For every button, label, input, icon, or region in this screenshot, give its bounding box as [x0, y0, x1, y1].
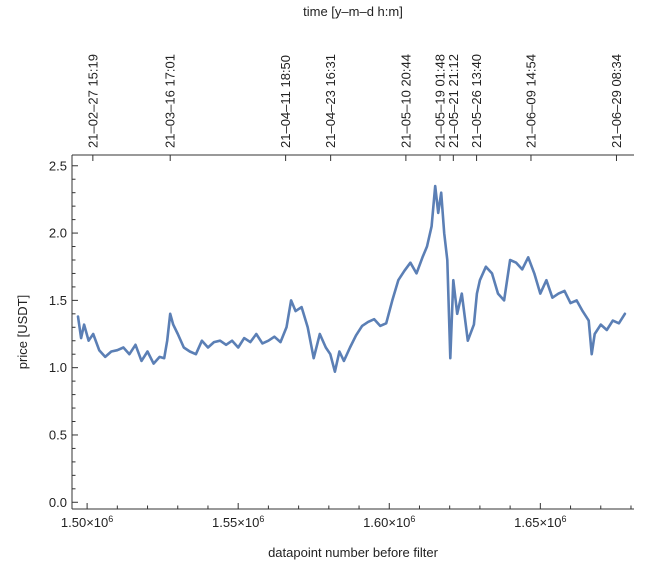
top-date-label: 21–05–26 13:40	[469, 54, 484, 148]
top-date-label: 21–02–27 15:19	[85, 54, 100, 148]
y-tick-label: 0.5	[49, 427, 67, 442]
x-axis-title: datapoint number before filter	[268, 545, 438, 560]
series-group	[76, 184, 627, 373]
labels-group: 0.0 0.5 1.0 1.5 2.0 2.5 1.50×106 1.55×106 1.60×1…	[49, 54, 624, 530]
y-tick-label: 1.5	[49, 293, 67, 308]
price-series-line	[76, 184, 627, 373]
x-tick-label: 1.60×106	[363, 514, 415, 530]
x-tick-label: 1.65×106	[514, 514, 566, 530]
x-tick-label: 1.50×106	[61, 514, 113, 530]
y-axis-title: price [USDT]	[15, 295, 30, 369]
ticks-group	[72, 155, 632, 509]
top-date-label: 21–05–19 01:48	[433, 54, 448, 148]
top-date-label: 21–06–09 14:54	[523, 54, 538, 148]
y-tick-label: 0.0	[49, 495, 67, 510]
top-date-label: 21–03–16 17:01	[163, 54, 178, 148]
top-date-label: 21–05–21 21:12	[446, 54, 461, 148]
y-tick-label: 1.0	[49, 360, 67, 375]
y-tick-label: 2.5	[49, 158, 67, 173]
top-axis-title: time [y–m–d h:m]	[303, 4, 403, 19]
top-date-label: 21–04–23 16:31	[323, 54, 338, 148]
top-date-label: 21–04–11 18:50	[278, 55, 293, 148]
x-tick-label: 1.55×106	[212, 514, 264, 530]
top-date-label: 21–06–29 08:34	[609, 54, 624, 148]
y-tick-label: 2.0	[49, 226, 67, 241]
top-date-label: 21–05–10 20:44	[398, 54, 413, 148]
